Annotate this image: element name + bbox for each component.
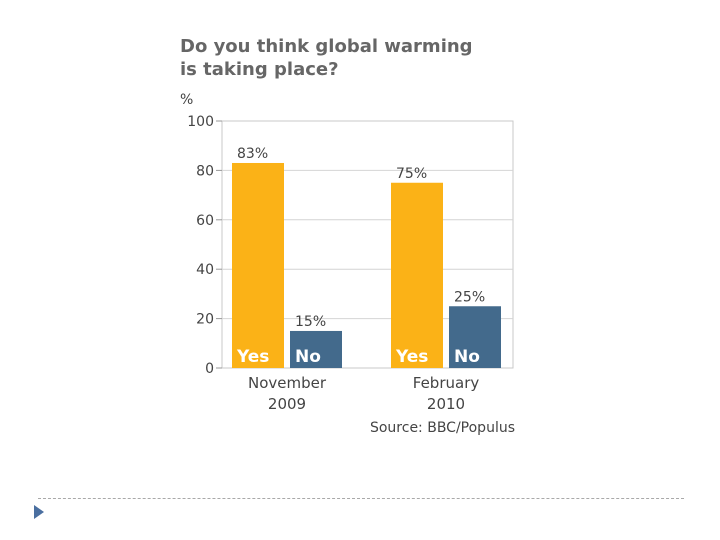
bar-yes <box>232 162 284 368</box>
y-tick-label: 60 <box>196 213 214 229</box>
y-tick-label: 0 <box>205 361 214 377</box>
category-label: 2010 <box>427 395 465 413</box>
bar-no <box>449 306 501 368</box>
category-label: 2009 <box>268 395 306 413</box>
chart-title-line-2: is taking place? <box>180 59 339 80</box>
category-label: November <box>248 374 327 392</box>
bar-series-label: No <box>454 347 480 367</box>
triangle-bullet-icon <box>34 505 44 519</box>
source-note: Source: BBC/Populus <box>370 420 515 436</box>
bar-series-label: No <box>295 347 321 367</box>
bar-no <box>290 330 342 368</box>
data-label: 25% <box>454 289 485 305</box>
bar-series-label: Yes <box>236 347 269 367</box>
category-label: February <box>413 374 480 392</box>
y-tick-label: 80 <box>196 163 214 179</box>
y-unit-label: % <box>180 92 193 108</box>
bar-yes <box>391 182 443 368</box>
y-tick-label: 100 <box>187 114 214 130</box>
slide-divider <box>38 498 684 499</box>
data-label: 83% <box>237 146 268 162</box>
y-tick-label: 20 <box>196 312 214 328</box>
bar-series-label: Yes <box>395 347 428 367</box>
plot-frame <box>221 120 514 369</box>
data-label: 15% <box>295 314 326 330</box>
y-tick-label: 40 <box>196 262 214 278</box>
labels: 83% Yes 15% No November 2009 75% Yes 25% No Februa… <box>236 146 485 413</box>
chart-title-line-1: Do you think global warming <box>180 36 473 57</box>
bars <box>232 162 501 368</box>
data-label: 75% <box>396 166 427 182</box>
y-axis-ticks: 0 20 40 60 80 100 <box>187 114 222 377</box>
